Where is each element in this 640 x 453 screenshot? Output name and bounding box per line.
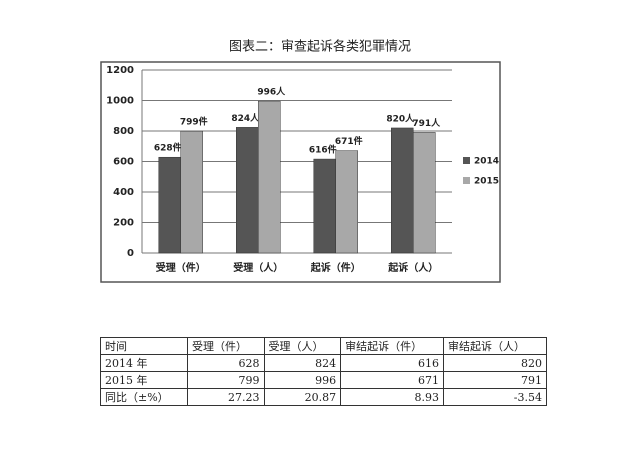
table-cell: 616 xyxy=(340,354,445,372)
chart-title: 图表二：审查起诉各类犯罪情况 xyxy=(229,39,411,55)
bar xyxy=(158,156,181,254)
bar xyxy=(391,127,414,254)
bar xyxy=(236,127,259,254)
legend-swatch xyxy=(463,177,470,184)
value-label: 628件 xyxy=(154,142,182,154)
table-cell: 799 xyxy=(186,371,265,389)
legend-label: 2014 xyxy=(474,157,499,167)
table-cell: -3.54 xyxy=(443,388,547,406)
table-row: 2015 年 799 996 671 791 xyxy=(100,371,547,389)
bar xyxy=(335,150,358,254)
table-row: 同比（±%） 27.23 20.87 8.93 -3.54 xyxy=(100,388,547,406)
legend-label: 2015 xyxy=(474,177,499,187)
data-table: 时间 受理（件） 受理（人） 审结起诉（件） 审结起诉（人） 2014 年 628 824 61… xyxy=(100,337,547,406)
table-cell: 受理（件） xyxy=(186,337,265,355)
y-tick-label: 600 xyxy=(113,157,134,168)
bar xyxy=(313,158,336,254)
bar xyxy=(258,100,281,254)
legend-swatch xyxy=(463,157,470,164)
table-cell: 8.93 xyxy=(340,388,445,406)
value-label: 820人 xyxy=(386,112,415,124)
table-cell: 2014 年 xyxy=(100,354,188,372)
table-cell: 820 xyxy=(443,354,547,372)
y-tick-label: 200 xyxy=(113,218,134,229)
chart-frame xyxy=(100,61,501,283)
value-label: 799件 xyxy=(180,116,208,128)
value-label: 824人 xyxy=(231,112,260,124)
table-cell: 审结起诉（人） xyxy=(443,337,547,355)
x-tick-label: 受理（人） xyxy=(233,261,283,274)
bar xyxy=(413,132,436,254)
y-tick-label: 0 xyxy=(127,248,134,259)
x-tick-label: 起诉（人） xyxy=(387,261,438,274)
value-label: 996人 xyxy=(257,86,286,98)
y-tick-label: 1000 xyxy=(106,96,134,107)
table-row: 2014 年 628 824 616 820 xyxy=(100,354,547,372)
table-cell: 824 xyxy=(263,354,342,372)
value-label: 671件 xyxy=(335,135,363,147)
table-cell: 996 xyxy=(263,371,342,389)
y-tick-label: 400 xyxy=(113,187,134,198)
table-cell: 628 xyxy=(186,354,265,372)
table-cell: 同比（±%） xyxy=(100,388,188,406)
table-cell: 受理（人） xyxy=(263,337,342,355)
value-label: 616件 xyxy=(309,144,337,156)
table-cell: 2015 年 xyxy=(100,371,188,389)
x-tick-label: 起诉（件） xyxy=(310,261,361,274)
y-tick-label: 800 xyxy=(113,126,134,137)
chart: 图表二：审查起诉各类犯罪情况 0 200 400 600 800 1000 1200 受理（件… xyxy=(100,39,501,283)
table-cell: 791 xyxy=(443,371,547,389)
y-tick-label: 1200 xyxy=(106,65,134,76)
value-label: 791人 xyxy=(412,117,441,129)
table-row: 时间 受理（件） 受理（人） 审结起诉（件） 审结起诉（人） xyxy=(100,337,547,355)
x-tick-label: 受理（件） xyxy=(156,261,206,274)
table-cell: 671 xyxy=(340,371,445,389)
bar xyxy=(180,130,203,254)
table-cell: 时间 xyxy=(100,337,188,355)
table-cell: 27.23 xyxy=(186,388,265,406)
table-cell: 20.87 xyxy=(263,388,342,406)
table-cell: 审结起诉（件） xyxy=(340,337,445,355)
